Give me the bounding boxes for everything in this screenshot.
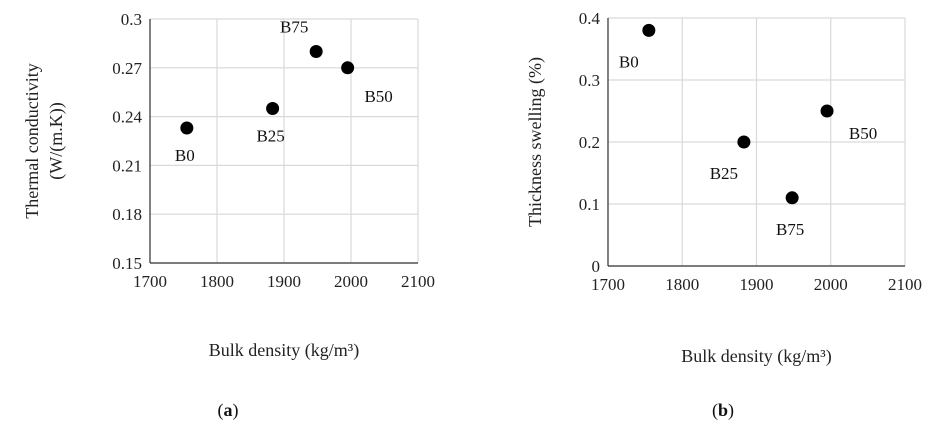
x-tick-label: 2000 [334, 272, 368, 291]
y-tick-label: 0.18 [112, 205, 142, 224]
y-tick-label: 0.21 [112, 156, 142, 175]
data-point-b0 [642, 24, 655, 37]
x-tick-label: 1800 [200, 272, 234, 291]
y-tick-label: 0.4 [579, 9, 601, 28]
y-axis-label: (W/(m.K)) [46, 102, 67, 179]
point-label-b0: B0 [619, 52, 639, 71]
point-label-b25: B25 [710, 164, 738, 183]
y-axis-label: Thermal conductivity [22, 63, 42, 218]
data-point-b25 [266, 102, 279, 115]
y-tick-label: 0.1 [579, 195, 600, 214]
point-label-b75: B75 [776, 220, 804, 239]
x-tick-label: 1700 [591, 275, 625, 294]
point-label-b25: B25 [256, 126, 284, 145]
point-label-b50: B50 [364, 87, 392, 106]
data-point-b50 [341, 61, 354, 74]
y-tick-label: 0.3 [579, 71, 600, 90]
x-tick-label: 1800 [665, 275, 699, 294]
y-tick-label: 0.27 [112, 59, 142, 78]
x-axis-label: Bulk density (kg/m³) [681, 346, 831, 367]
point-label-b75: B75 [280, 18, 308, 37]
x-tick-label: 2100 [401, 272, 435, 291]
x-tick-label: 1700 [133, 272, 167, 291]
x-tick-label: 2100 [888, 275, 922, 294]
x-tick-label: 1900 [267, 272, 301, 291]
panel-caption: (b) [712, 400, 734, 421]
point-label-b50: B50 [849, 124, 877, 143]
y-tick-label: 0.2 [579, 133, 600, 152]
chart-panel-b: 1700 1800 1900 2000 2100 0 0.1 0.2 0.3 0.4 B0 B25 B7… [525, 9, 922, 421]
y-axis-label: Thickness swelling (%) [525, 57, 546, 227]
chart-panel-a: 1700 1800 1900 2000 2100 0.15 0.18 0.21 0.24 0.27… [22, 10, 435, 421]
point-label-b0: B0 [175, 146, 195, 165]
panel-caption: (a) [218, 400, 239, 421]
x-tick-label: 1900 [740, 275, 774, 294]
data-point-b75 [310, 45, 323, 58]
data-point-b25 [737, 136, 750, 149]
data-point-b0 [180, 121, 193, 134]
y-tick-label: 0.24 [112, 108, 142, 127]
x-axis-label: Bulk density (kg/m³) [209, 340, 359, 361]
x-tick-label: 2000 [814, 275, 848, 294]
data-point-b50 [821, 105, 834, 118]
y-tick-label: 0.3 [121, 10, 142, 29]
data-point-b75 [786, 191, 799, 204]
y-tick-label: 0 [592, 257, 601, 276]
y-tick-label: 0.15 [112, 254, 142, 273]
